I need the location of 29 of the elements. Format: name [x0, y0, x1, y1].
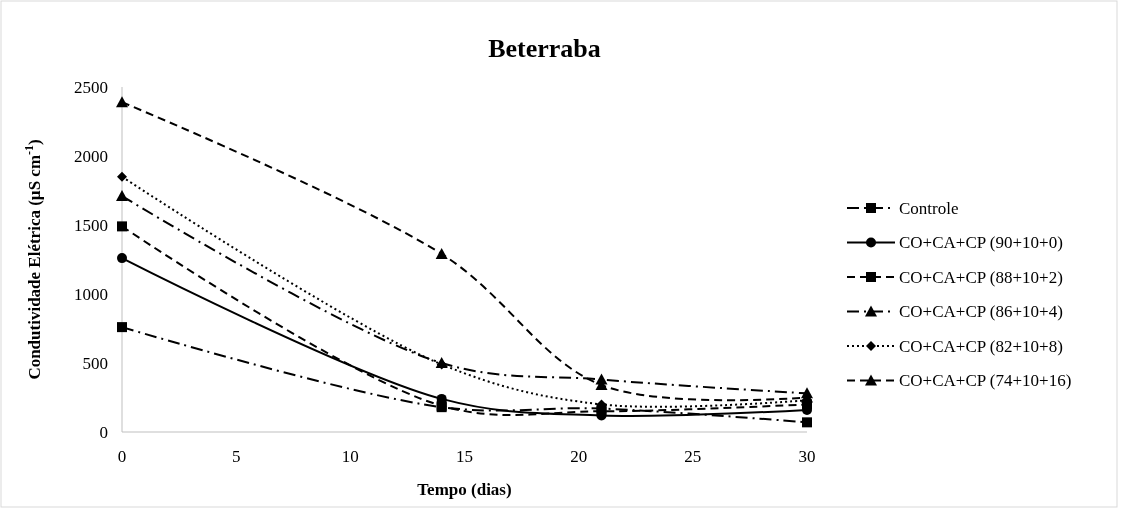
x-tick-label: 15 — [456, 447, 473, 466]
y-tick-label: 2500 — [74, 77, 108, 97]
point — [117, 322, 127, 333]
y-tick-label: 1000 — [74, 284, 108, 304]
y-tick-label: 1500 — [74, 215, 108, 235]
x-tick-label: 10 — [341, 447, 359, 466]
point — [117, 221, 127, 232]
point — [116, 96, 128, 108]
x-tick-label: 25 — [684, 447, 702, 466]
x-tick-label: 20 — [570, 447, 588, 466]
chart-title: Beterraba — [488, 34, 601, 63]
legend-label: Controle — [899, 198, 959, 218]
point — [116, 190, 128, 202]
point — [117, 171, 127, 182]
y-tick-label: 500 — [82, 353, 108, 373]
legend-label: CO+CA+CP (90+10+0) — [899, 233, 1063, 253]
point — [117, 253, 127, 264]
legend-label: CO+CA+CP (88+10+2) — [899, 267, 1063, 287]
point — [435, 247, 448, 259]
x-axis-title: Tempo (dias) — [417, 480, 512, 499]
point — [802, 417, 812, 428]
legend-label: CO+CA+CP (86+10+4) — [899, 302, 1063, 322]
x-tick-label: 5 — [231, 447, 241, 466]
y-tick-label: 0 — [99, 422, 108, 442]
x-tick-label: 0 — [117, 447, 127, 466]
legend-label: CO+CA+CP (74+10+16) — [899, 371, 1072, 391]
legend-label: CO+CA+CP (82+10+8) — [899, 336, 1063, 356]
x-tick-label: 30 — [798, 447, 816, 466]
y-tick-label: 2000 — [74, 146, 108, 166]
